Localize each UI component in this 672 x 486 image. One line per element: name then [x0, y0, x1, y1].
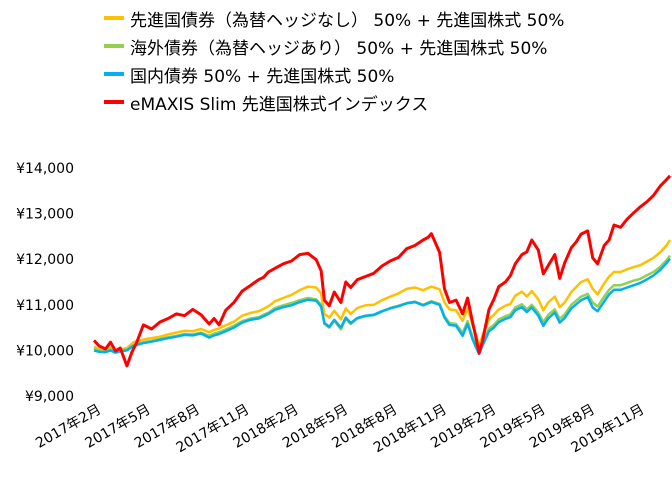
- legend-item: 海外債券（為替ヘッジあり） 50% + 先進国株式 50%: [104, 32, 564, 60]
- legend-swatch: [104, 16, 124, 20]
- legend-label: 国内債券 50% + 先進国株式 50%: [130, 66, 395, 87]
- legend-label: eMAXIS Slim 先進国株式インデックス: [130, 94, 429, 115]
- y-tick-label: ¥9,000: [25, 389, 74, 405]
- series-line: [92, 174, 672, 368]
- y-tick-label: ¥13,000: [16, 207, 74, 223]
- legend: 先進国債券（為替ヘッジなし） 50% + 先進国株式 50% 海外債券（為替ヘッ…: [104, 4, 564, 116]
- y-tick-label: ¥12,000: [16, 252, 74, 268]
- legend-swatch: [104, 44, 124, 48]
- legend-swatch: [104, 100, 124, 104]
- series-line: [93, 239, 672, 353]
- y-tick-label: ¥10,000: [16, 343, 74, 359]
- legend-swatch: [104, 72, 124, 76]
- y-tick-label: ¥11,000: [16, 298, 74, 314]
- series-line: [93, 257, 671, 356]
- legend-item: 国内債券 50% + 先進国株式 50%: [104, 60, 564, 88]
- y-tick-label: ¥14,000: [16, 161, 74, 177]
- series-line: [93, 254, 672, 354]
- legend-item: eMAXIS Slim 先進国株式インデックス: [104, 88, 564, 116]
- legend-label: 海外債券（為替ヘッジあり） 50% + 先進国株式 50%: [130, 38, 548, 59]
- legend-item: 先進国債券（為替ヘッジなし） 50% + 先進国株式 50%: [104, 4, 564, 32]
- legend-label: 先進国債券（為替ヘッジなし） 50% + 先進国株式 50%: [130, 10, 565, 31]
